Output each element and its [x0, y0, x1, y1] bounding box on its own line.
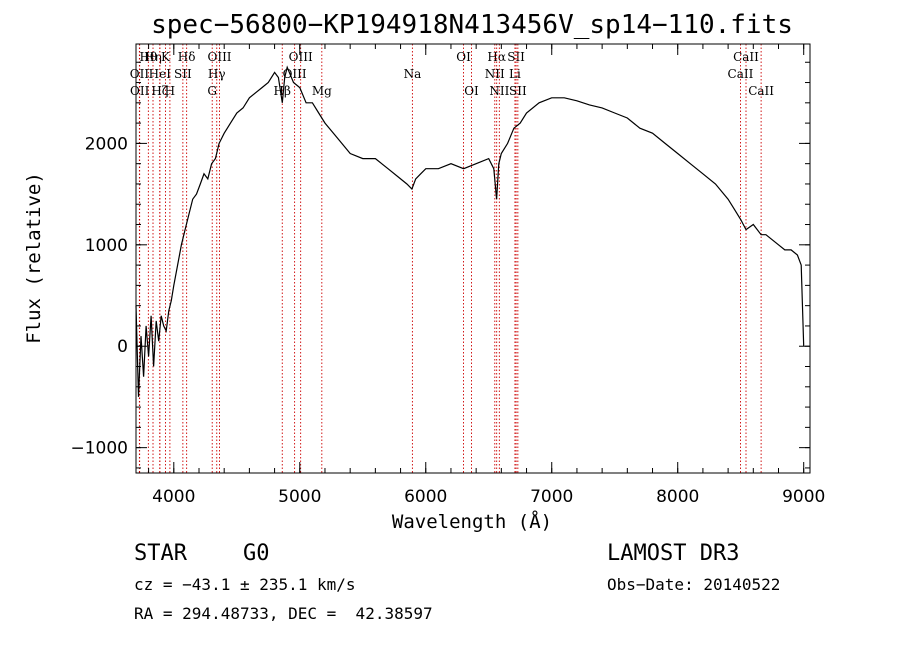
- chart-title: spec−56800−KP194918N413456V_sp14−110.fit…: [151, 10, 793, 40]
- y-tick-label: −1000: [70, 439, 128, 459]
- marker-label: Hζ: [151, 84, 168, 98]
- y-tick-label: 2000: [85, 134, 128, 154]
- marker-label: OI: [456, 50, 471, 64]
- marker-label: OIII: [289, 50, 313, 64]
- marker-label: Na: [404, 67, 422, 81]
- marker-label: G: [207, 84, 217, 98]
- redshift-velocity: cz = −43.1 ± 235.1 km/s: [134, 575, 356, 594]
- marker-label: SII: [507, 50, 525, 64]
- marker-label: Hβ: [274, 84, 291, 98]
- marker-label: CaII: [733, 50, 759, 64]
- x-tick-label: 5000: [278, 487, 321, 507]
- object-class: STAR: [134, 541, 187, 566]
- plot-axes: 4000 5000 6000 7000 8000 9000 −1000 0 1000 2000: [70, 43, 825, 507]
- survey-name: LAMOST DR3: [607, 541, 740, 566]
- marker-label: NII: [489, 84, 509, 98]
- marker-label: SII: [174, 67, 192, 81]
- plot-frame: [135, 43, 811, 474]
- marker-label: OI: [464, 84, 479, 98]
- y-axis-label: Flux (relative): [23, 172, 45, 344]
- marker-label: Li: [509, 67, 521, 81]
- marker-label: CaII: [748, 84, 774, 98]
- marker-label: H: [165, 84, 175, 98]
- observation-date: Obs−Date: 20140522: [607, 575, 781, 594]
- marker-label: CaII: [728, 67, 754, 81]
- object-subclass: G0: [243, 541, 270, 566]
- marker-label: NII: [485, 67, 505, 81]
- y-tick-label: 0: [117, 337, 128, 357]
- x-tick-label: 9000: [782, 487, 825, 507]
- marker-label: Hδ: [178, 50, 196, 64]
- x-tick-label: 6000: [404, 487, 447, 507]
- marker-label: Hα: [487, 50, 506, 64]
- spectrum-line: [135, 65, 805, 397]
- y-tick-label: 1000: [85, 236, 128, 256]
- marker-label: OII: [130, 67, 150, 81]
- x-axis-label: Wavelength (Å): [392, 510, 552, 533]
- marker-label: HeI: [149, 67, 172, 81]
- x-tick-label: 8000: [656, 487, 699, 507]
- marker-label: Hη: [144, 50, 162, 64]
- marker-label: Hγ: [208, 67, 226, 81]
- marker-label: OIII: [207, 50, 231, 64]
- marker-label: OII: [130, 84, 150, 98]
- marker-label: SII: [509, 84, 527, 98]
- x-tick-label: 7000: [530, 487, 573, 507]
- marker-label: Mg: [312, 84, 332, 98]
- marker-label: K: [161, 50, 171, 64]
- marker-label: Hθ: [139, 50, 157, 64]
- spectrum-chart: spec−56800−KP194918N413456V_sp14−110.fit…: [23, 10, 825, 533]
- coordinates: RA = 294.48733, DEC = 42.38597: [134, 604, 433, 623]
- x-tick-label: 4000: [152, 487, 195, 507]
